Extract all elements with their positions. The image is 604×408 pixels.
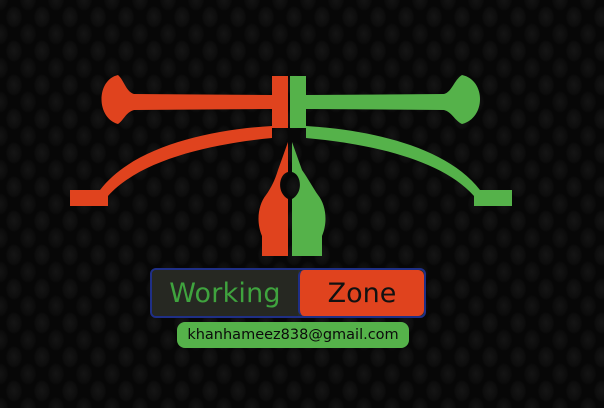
- pen-nib-left-red: [258, 142, 288, 256]
- brand-name-box: Working Zone: [150, 268, 426, 318]
- brand-word-working: Working: [152, 270, 298, 316]
- pen-nib-right-green: [292, 142, 326, 256]
- right-handle-green: [290, 75, 512, 206]
- brand-word-zone: Zone: [298, 270, 424, 316]
- email-label: khanhameez838@gmail.com: [177, 322, 409, 348]
- left-handle-red: [70, 75, 288, 206]
